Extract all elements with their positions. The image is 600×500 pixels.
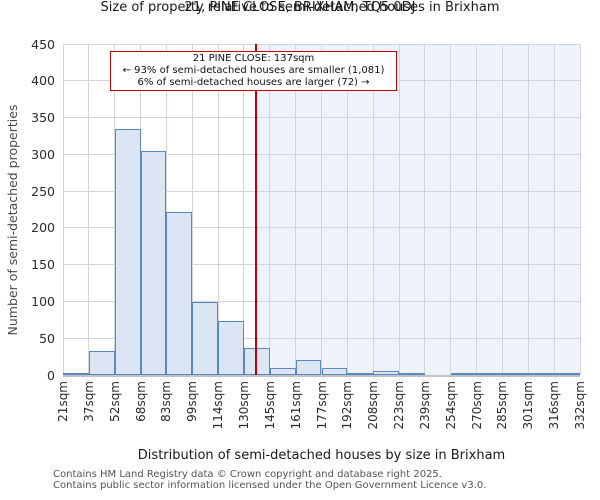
footer-line-1: Contains HM Land Registry data © Crown c… <box>53 469 442 480</box>
gridline-vertical <box>398 44 400 375</box>
histogram-bar <box>502 372 529 375</box>
gridline-vertical <box>579 44 581 375</box>
gridline-vertical <box>372 44 374 375</box>
histogram-bar <box>114 128 141 375</box>
gridline-vertical <box>321 44 322 375</box>
gridline-vertical <box>501 44 503 375</box>
histogram-bar <box>347 372 374 375</box>
y-tick-label: 350 <box>31 110 55 126</box>
y-tick-label: 0 <box>47 367 55 383</box>
x-tick-label: 177sqm <box>314 381 329 430</box>
y-tick-label: 450 <box>31 36 55 52</box>
histogram-bar <box>166 211 193 375</box>
x-tick-label: 161sqm <box>288 381 303 430</box>
annotation-smaller-stat: ← 93% of semi-detached houses are smalle… <box>122 65 385 77</box>
gridline-vertical <box>527 44 529 375</box>
x-tick-label: 99sqm <box>185 381 200 422</box>
histogram-bar <box>554 372 580 375</box>
y-tick-label: 100 <box>31 293 55 309</box>
x-tick-label: 223sqm <box>392 381 407 430</box>
x-tick-label: 285sqm <box>495 381 510 430</box>
y-axis-title: Number of semi-detached properties <box>5 104 20 336</box>
attribution-footer: Contains HM Land Registry data © Crown c… <box>53 469 487 491</box>
histogram-bar <box>63 372 89 375</box>
x-tick-label: 332sqm <box>573 381 587 430</box>
x-tick-label: 68sqm <box>133 381 148 422</box>
y-tick-label: 250 <box>31 183 55 199</box>
gridline-vertical <box>450 44 452 375</box>
x-tick-label: 270sqm <box>469 381 484 430</box>
footer-line-2: Contains public sector information licen… <box>53 479 487 491</box>
histogram-bar <box>218 321 244 375</box>
x-tick-label: 145sqm <box>262 381 277 430</box>
x-tick-label: 316sqm <box>547 381 562 430</box>
y-tick-label: 150 <box>31 257 55 273</box>
histogram-bar <box>243 347 270 375</box>
x-tick-label: 239sqm <box>417 381 432 430</box>
y-tick-label: 50 <box>39 330 55 346</box>
y-tick-label: 300 <box>31 146 55 162</box>
x-axis-line <box>63 375 580 377</box>
x-tick-label: 83sqm <box>159 381 174 422</box>
gridline-vertical <box>476 44 478 375</box>
histogram-bar <box>88 351 115 375</box>
histogram-bar <box>269 368 296 375</box>
histogram-bar <box>321 367 348 375</box>
x-tick-label: 208sqm <box>366 381 381 430</box>
x-tick-label: 130sqm <box>236 381 251 430</box>
annotation-larger-stat: 6% of semi-detached houses are larger (7… <box>137 76 370 88</box>
gridline-vertical <box>346 44 348 375</box>
histogram-bar <box>476 372 503 375</box>
y-tick-label: 200 <box>31 220 55 236</box>
histogram-bar <box>373 371 400 375</box>
x-axis-title: Distribution of semi-detached houses by … <box>137 448 506 463</box>
histogram-bar <box>295 360 322 375</box>
x-tick-label: 254sqm <box>443 381 458 430</box>
gridline-vertical <box>191 44 193 375</box>
gridline-vertical <box>243 44 245 375</box>
x-tick-label: 52sqm <box>107 381 122 422</box>
histogram-bar <box>399 372 425 375</box>
histogram-bar <box>450 372 477 375</box>
x-tick-label: 21sqm <box>56 381 70 422</box>
x-tick-label: 114sqm <box>211 381 226 430</box>
y-tick-label: 400 <box>31 73 55 89</box>
gridline-vertical <box>88 44 90 375</box>
property-size-marker-line <box>254 44 257 375</box>
histogram-bar <box>192 302 219 375</box>
x-tick-label: 37sqm <box>81 381 96 422</box>
histogram-bar <box>528 372 555 375</box>
gridline-vertical <box>217 44 219 375</box>
chart-title: 21, PINE CLOSE, BRIXHAM, TQ5 0DJ <box>184 0 416 15</box>
gridline-vertical <box>553 44 555 375</box>
gridline-vertical <box>424 44 426 375</box>
gridline-vertical <box>295 44 297 375</box>
gridline-vertical <box>269 44 271 375</box>
x-tick-label: 192sqm <box>340 381 355 430</box>
histogram-bar <box>140 151 167 375</box>
annotation-property-size: 21 PINE CLOSE: 137sqm <box>192 53 315 65</box>
marker-annotation: 21 PINE CLOSE: 137sqm ← 93% of semi-deta… <box>110 51 397 91</box>
gridline-vertical <box>165 44 167 375</box>
chart-subtitle: Size of property relative to semi-detach… <box>100 0 500 15</box>
larger-than-property-shade <box>255 44 580 375</box>
gridline-vertical <box>62 44 64 375</box>
x-tick-label: 301sqm <box>521 381 536 430</box>
